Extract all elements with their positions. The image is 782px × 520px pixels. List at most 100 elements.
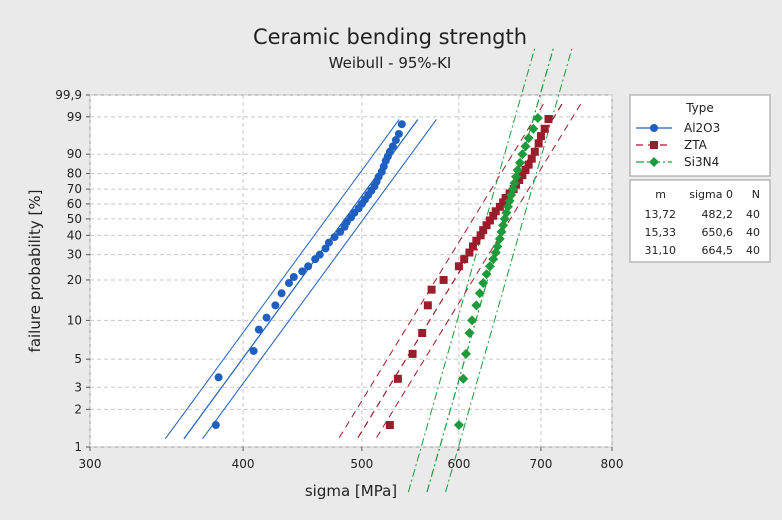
point-zta [518, 171, 527, 180]
point-al2o3 [211, 421, 220, 430]
point-zta [540, 124, 549, 133]
y-tick-label: 3 [74, 380, 82, 394]
point-al2o3 [315, 250, 324, 259]
point-si3n4 [515, 157, 526, 168]
y-tick-label: 60 [67, 197, 82, 211]
point-al2o3 [249, 346, 258, 355]
legend: Type Al2O3 ZTA Si3N4 [629, 94, 771, 177]
confidence-lower-line-zta [338, 99, 547, 438]
point-zta [489, 211, 498, 220]
legend-items: Al2O3 ZTA Si3N4 [636, 121, 720, 169]
point-si3n4 [458, 373, 469, 384]
stats-m-al2o3: 13,72 [645, 208, 677, 221]
point-al2o3 [397, 120, 406, 129]
y-tick-label: 30 [67, 248, 82, 262]
point-si3n4 [478, 278, 489, 289]
point-zta [499, 198, 508, 207]
point-zta [515, 175, 524, 184]
y-tick-label: 90 [67, 147, 82, 161]
y-tick-label: 80 [67, 166, 82, 180]
legend-marker-al2o3 [650, 124, 658, 132]
point-zta [521, 166, 530, 175]
stats-header-sigma0: sigma 0 [689, 188, 733, 201]
stats-m-zta: 15,33 [645, 226, 677, 239]
legend-label-si3n4: Si3N4 [684, 155, 719, 169]
point-zta [530, 147, 539, 156]
point-zta [472, 236, 481, 245]
point-zta [485, 216, 494, 225]
point-si3n4 [528, 123, 539, 134]
point-zta [544, 115, 553, 124]
grid [89, 94, 613, 448]
point-zta [495, 202, 504, 211]
point-al2o3 [284, 279, 293, 288]
legend-marker-si3n4 [649, 157, 659, 167]
point-al2o3 [321, 244, 330, 253]
y-tick-label: 1 [74, 440, 82, 454]
point-al2o3 [298, 267, 307, 276]
stats-header-m: m [655, 188, 666, 201]
point-zta [476, 231, 485, 240]
point-si3n4 [460, 348, 471, 359]
y-tick-label: 99,9 [55, 88, 82, 102]
point-si3n4 [453, 420, 464, 431]
x-tick-label: 300 [79, 457, 102, 471]
stats-m-si3n4: 31,10 [645, 244, 677, 257]
y-tick-label: 50 [67, 212, 82, 226]
point-zta [423, 301, 432, 310]
point-si3n4 [484, 261, 495, 272]
point-zta [501, 193, 510, 202]
point-zta [482, 221, 491, 230]
point-al2o3 [394, 129, 403, 138]
y-tick-label: 2 [74, 402, 82, 416]
point-al2o3 [324, 238, 333, 247]
y-axis-label: failure probability [%] [26, 190, 44, 353]
y-tick-label: 20 [67, 273, 82, 287]
point-zta [439, 275, 448, 284]
point-al2o3 [388, 142, 397, 151]
point-si3n4 [494, 233, 505, 244]
point-zta [393, 374, 402, 383]
confidence-upper-line-zta [376, 99, 584, 438]
x-tick-label: 600 [447, 457, 470, 471]
point-al2o3 [330, 233, 339, 242]
point-al2o3 [391, 136, 400, 145]
point-zta [534, 139, 543, 148]
point-si3n4 [464, 327, 475, 338]
point-si3n4 [523, 133, 534, 144]
confidence-lower-line-si3n4 [407, 46, 536, 493]
point-al2o3 [271, 301, 280, 310]
point-zta [468, 242, 477, 251]
y-tick-label: 40 [67, 228, 82, 242]
point-si3n4 [520, 141, 531, 152]
point-zta [491, 207, 500, 216]
point-si3n4 [517, 149, 528, 160]
stats-sigma0-al2o3: 482,2 [702, 208, 734, 221]
stats-sigma0-zta: 650,6 [702, 226, 734, 239]
stats-sigma0-si3n4: 664,5 [702, 244, 734, 257]
confidence-upper-line-al2o3 [202, 119, 437, 440]
point-zta [479, 226, 488, 235]
point-zta [465, 248, 474, 257]
chart-title: Ceramic bending strength [253, 25, 527, 49]
point-al2o3 [254, 325, 263, 334]
confidence-lower-line-al2o3 [164, 119, 400, 440]
point-zta [460, 255, 469, 264]
stats-n-al2o3: 40 [746, 208, 760, 221]
point-al2o3 [304, 262, 313, 271]
point-zta [527, 154, 536, 163]
x-tick-label: 500 [350, 457, 373, 471]
point-zta [524, 160, 533, 169]
x-tick-label: 400 [232, 457, 255, 471]
point-zta [418, 328, 427, 337]
x-axis-ticks: 300 400 500 600 700 800 [79, 447, 623, 471]
legend-title: Type [685, 101, 714, 115]
legend-marker-zta [650, 141, 658, 149]
point-si3n4 [488, 254, 499, 265]
point-si3n4 [532, 112, 543, 123]
x-axis-label: sigma [MPa] [305, 482, 397, 500]
point-al2o3 [214, 373, 223, 382]
x-tick-label: 700 [529, 457, 552, 471]
y-tick-label: 5 [74, 352, 82, 366]
stats-box [629, 179, 771, 263]
